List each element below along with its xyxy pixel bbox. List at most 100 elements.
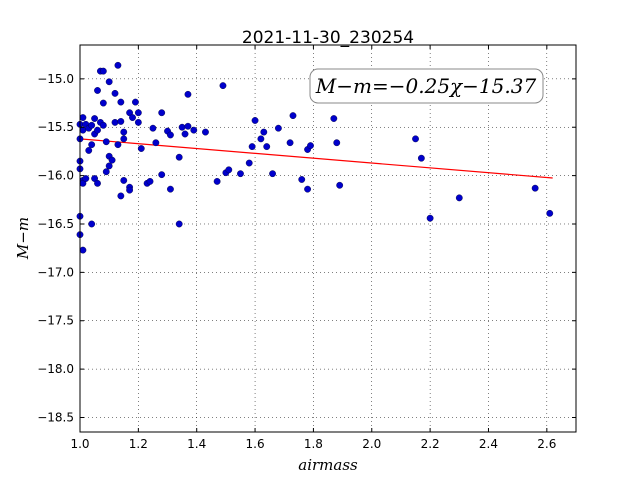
data-point [248, 143, 256, 150]
data-point [202, 128, 209, 136]
x-tick-label: 2.6 [537, 437, 556, 451]
data-point [146, 178, 154, 185]
data-point [158, 171, 166, 179]
data-point [85, 147, 93, 154]
y-tick-label: −15.0 [37, 72, 74, 86]
y-tick-label: −16.0 [37, 169, 74, 183]
x-tick-label: 1.8 [304, 437, 323, 451]
data-point [286, 139, 294, 147]
data-point [149, 124, 157, 132]
data-point [263, 143, 271, 150]
y-axis-label: M−m [14, 217, 32, 260]
data-point [307, 142, 314, 150]
data-point [190, 126, 198, 134]
data-point [158, 109, 166, 117]
x-tick-label: 1.2 [129, 437, 148, 451]
data-point [330, 115, 338, 122]
x-tick-label: 2.4 [479, 437, 498, 451]
y-tick-label: −18.0 [37, 362, 74, 376]
data-point [531, 184, 539, 192]
x-axis-label: airmass [298, 456, 358, 474]
data-point [213, 178, 221, 185]
data-point [237, 170, 244, 178]
data-point [94, 126, 101, 134]
x-tick-label: 1.6 [246, 437, 265, 451]
data-point [260, 128, 268, 136]
data-point [79, 246, 87, 254]
data-point [546, 209, 554, 217]
data-point [105, 162, 113, 170]
data-point [105, 78, 113, 86]
data-point [94, 179, 101, 187]
data-point [417, 154, 425, 162]
fit-line-layer [79, 138, 553, 179]
data-point [333, 139, 341, 147]
data-point [102, 168, 110, 176]
chart-title: 2021-11-30_230254 [242, 28, 414, 48]
axis-ticks: 1.0 1.2 1.4 1.6 1.8 2.0 2.2 2.4 2.6 −15.0 −15.5 −16… [37, 45, 576, 451]
x-tick-label: 1.4 [187, 437, 206, 451]
data-point [111, 119, 119, 126]
data-point [108, 156, 116, 164]
data-point [117, 118, 125, 125]
data-point [225, 166, 233, 174]
data-point [134, 109, 142, 117]
x-tick-label: 2.2 [421, 437, 440, 451]
data-point [134, 119, 142, 126]
data-point [274, 124, 282, 132]
data-point [304, 185, 311, 193]
data-point [117, 98, 125, 106]
data-point [219, 82, 227, 90]
data-point [137, 145, 145, 152]
data-point [455, 194, 463, 202]
data-point [79, 114, 87, 121]
data-point [102, 138, 110, 146]
data-point [79, 126, 87, 134]
data-point [99, 99, 107, 107]
data-point [129, 114, 136, 121]
data-point [257, 135, 265, 143]
annotation-box [309, 68, 544, 104]
data-point [99, 121, 107, 129]
data-point [167, 131, 174, 139]
data-point [269, 170, 276, 178]
data-point [412, 135, 419, 143]
data-point [120, 135, 128, 143]
data-point [175, 153, 183, 161]
data-point [99, 67, 107, 75]
data-point [178, 123, 186, 131]
data-point [167, 185, 174, 193]
data-point [88, 220, 96, 228]
fit-line [79, 138, 553, 179]
data-point [91, 115, 98, 122]
data-point [175, 220, 183, 228]
data-point [82, 175, 90, 182]
data-point [132, 98, 139, 106]
data-point [184, 90, 192, 98]
fit-annotation: M−m=−0.25χ−15.37 [309, 68, 544, 104]
plot-frame [79, 44, 577, 433]
data-point [111, 89, 119, 97]
data-point [245, 159, 253, 167]
fit-equation: M−m=−0.25χ−15.37 [315, 74, 537, 98]
data-point [251, 117, 259, 124]
x-tick-label: 1.0 [70, 437, 89, 451]
data-point [426, 214, 434, 222]
data-point [88, 121, 96, 129]
y-tick-label: −17.0 [37, 265, 74, 279]
x-tick-label: 2.0 [362, 437, 381, 451]
data-point [114, 61, 122, 69]
data-point [88, 141, 96, 149]
y-tick-label: −18.5 [37, 410, 74, 424]
data-point [120, 177, 128, 184]
data-point [184, 122, 192, 130]
data-point [289, 112, 297, 120]
data-point [126, 186, 134, 194]
data-point [336, 181, 344, 189]
y-tick-label: −15.5 [37, 120, 74, 134]
y-tick-label: −16.5 [37, 217, 74, 231]
data-point [298, 176, 306, 183]
data-point [120, 128, 128, 136]
data-point [152, 139, 160, 147]
